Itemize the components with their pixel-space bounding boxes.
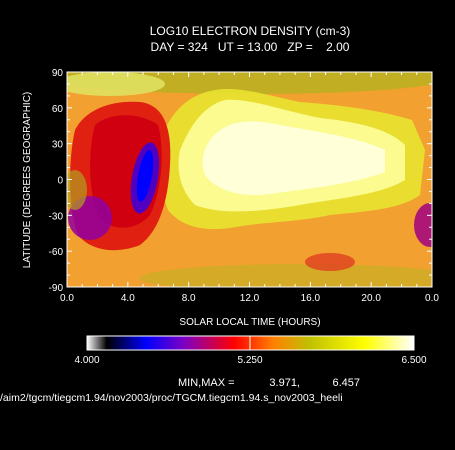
x-tick-label: 0.0: [60, 293, 74, 304]
x-tick-label: 0.0: [425, 293, 439, 304]
y-tick-label: -60: [49, 247, 64, 258]
colorbar-label-mid: 5.250: [237, 355, 262, 366]
y-tick-label: 30: [52, 140, 64, 151]
x-tick-label: 20.0: [361, 293, 381, 304]
x-axis-label: SOLAR LOCAL TIME (HOURS): [179, 317, 320, 328]
heatmap-field: [67, 72, 432, 287]
y-axis-label: LATITUDE (DEGREES GEOGRAPHIC): [22, 92, 33, 269]
colorbar-label-min: 4.000: [74, 355, 99, 366]
x-tick-label: 4.0: [121, 293, 135, 304]
minmax-label: MIN,MAX =: [178, 377, 235, 389]
chart-subtitle: DAY = 324 UT = 13.00 ZP = 2.00: [151, 40, 350, 54]
x-tick-label: 16.0: [301, 293, 321, 304]
y-tick-label: -90: [49, 283, 64, 294]
min-value: 3.971,: [269, 377, 300, 389]
colorbar-label-max: 6.500: [401, 355, 426, 366]
chart-title: LOG10 ELECTRON DENSITY (cm-3): [150, 24, 350, 38]
x-tick-label: 8.0: [182, 293, 196, 304]
plot-axes: 0.0 4.0 8.0 12.0 16.0 20.0 0.0 90 60 30 0 -30 -60 -90: [49, 68, 440, 304]
y-tick-label: -30: [49, 211, 64, 222]
x-tick-label: 12.0: [240, 293, 260, 304]
file-path: /aim2/tgcm/tiegcm1.94/nov2003/proc/TGCM.…: [0, 392, 343, 404]
colorbar: 4.000 5.250 6.500: [74, 335, 427, 366]
y-tick-label: 60: [52, 104, 64, 115]
y-tick-label: 0: [57, 176, 63, 187]
max-value: 6.457: [332, 377, 360, 389]
y-tick-label: 90: [52, 68, 64, 79]
